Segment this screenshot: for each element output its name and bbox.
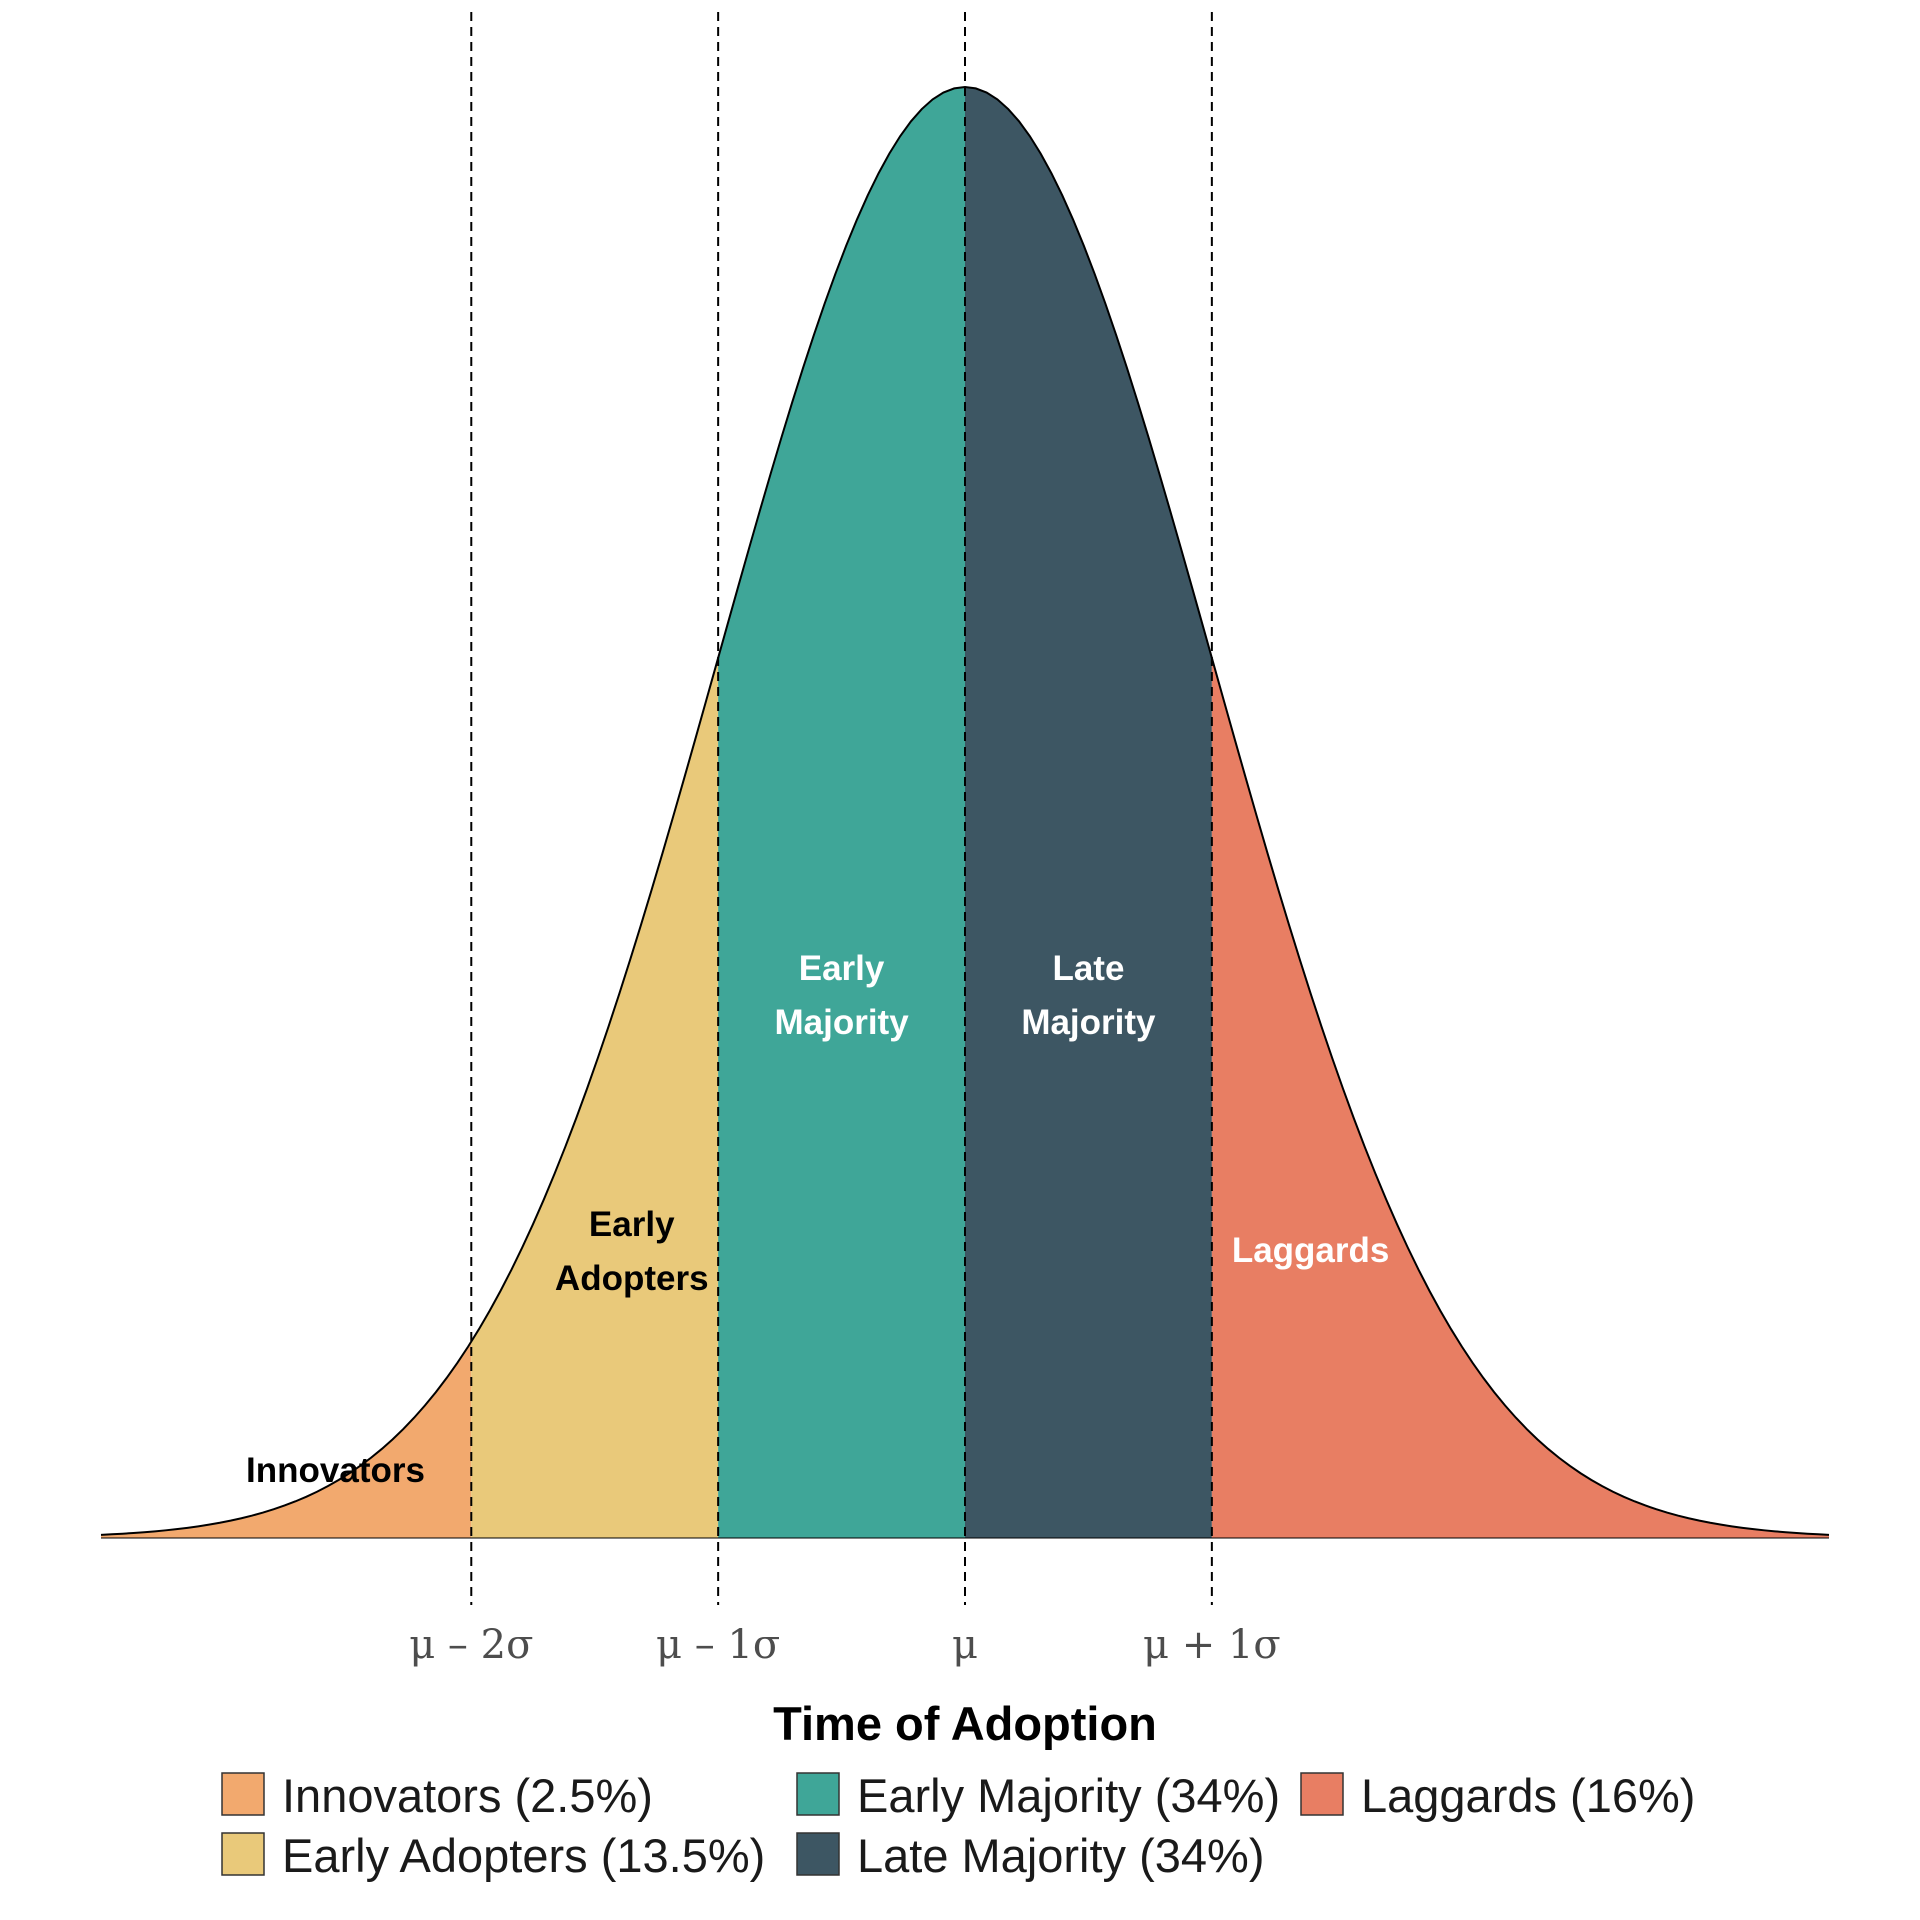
legend-label: Early Adopters (13.5%) xyxy=(282,1829,765,1882)
area-laggards xyxy=(1211,657,1829,1538)
area-early-majority xyxy=(718,87,965,1538)
label-line: Majority xyxy=(1021,1003,1156,1042)
legend-swatch xyxy=(796,1832,840,1876)
legend-item-early-majority: Early Majority (34%) xyxy=(796,1769,1280,1822)
label-line: Early xyxy=(799,949,885,988)
segment-areas xyxy=(101,87,1829,1539)
legend-swatch xyxy=(1300,1772,1344,1816)
area-early-adopters xyxy=(471,657,719,1538)
legend-label: Late Majority (34%) xyxy=(857,1829,1265,1882)
label-early-majority: Early Majority xyxy=(774,949,909,1042)
x-tick-labels: μ – 2σ μ – 1σ μ μ + 1σ xyxy=(409,1622,1281,1668)
tick-label-4: μ + 1σ xyxy=(1143,1622,1281,1668)
label-line: Early xyxy=(589,1205,675,1244)
legend-item-early-adopters: Early Adopters (13.5%) xyxy=(221,1829,765,1882)
legend-swatch xyxy=(221,1772,265,1816)
tick-label-3: μ xyxy=(952,1622,978,1668)
label-line: Late xyxy=(1052,949,1124,988)
label-laggards: Laggards xyxy=(1232,1231,1390,1270)
tick-label-1: μ – 2σ xyxy=(409,1622,533,1668)
legend: Innovators (2.5%) Early Adopters (13.5%) E… xyxy=(221,1769,1695,1882)
label-line: Laggards xyxy=(1232,1231,1390,1270)
label-early-adopters: Early Adopters xyxy=(555,1205,709,1298)
legend-swatch xyxy=(796,1772,840,1816)
legend-item-late-majority: Late Majority (34%) xyxy=(796,1829,1265,1882)
legend-item-laggards: Laggards (16%) xyxy=(1300,1769,1695,1822)
legend-swatch xyxy=(221,1832,265,1876)
tick-label-2: μ – 1σ xyxy=(656,1622,780,1668)
area-late-majority xyxy=(965,87,1212,1538)
boundary-lines xyxy=(470,12,1213,1605)
x-axis-title: Time of Adoption xyxy=(773,1697,1157,1750)
label-innovators: Innovators xyxy=(246,1451,425,1490)
area-innovators xyxy=(101,1341,472,1538)
legend-item-innovators: Innovators (2.5%) xyxy=(221,1769,653,1822)
label-line: Adopters xyxy=(555,1259,709,1298)
label-late-majority: Late Majority xyxy=(1021,949,1156,1042)
label-line: Majority xyxy=(774,1003,909,1042)
label-line: Innovators xyxy=(246,1451,425,1490)
legend-label: Early Majority (34%) xyxy=(857,1769,1280,1822)
legend-label: Laggards (16%) xyxy=(1361,1769,1695,1822)
legend-label: Innovators (2.5%) xyxy=(282,1769,653,1822)
